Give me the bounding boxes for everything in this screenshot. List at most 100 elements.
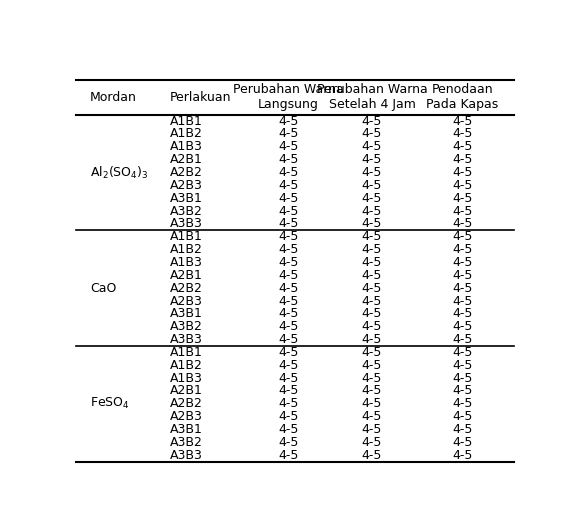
Text: Perubahan Warna
Langsung: Perubahan Warna Langsung: [233, 83, 344, 111]
Text: A3B3: A3B3: [170, 217, 203, 231]
Text: 4-5: 4-5: [362, 410, 382, 423]
Text: A3B2: A3B2: [170, 320, 203, 333]
Text: A2B2: A2B2: [170, 281, 203, 295]
Text: 4-5: 4-5: [362, 230, 382, 243]
Text: 4-5: 4-5: [362, 153, 382, 166]
Text: 4-5: 4-5: [278, 423, 299, 436]
Text: 4-5: 4-5: [278, 449, 299, 462]
Text: 4-5: 4-5: [362, 192, 382, 205]
Text: Perubahan Warna
Setelah 4 Jam: Perubahan Warna Setelah 4 Jam: [317, 83, 427, 111]
Text: 4-5: 4-5: [362, 205, 382, 217]
Text: 4-5: 4-5: [362, 372, 382, 385]
Text: A3B3: A3B3: [170, 449, 203, 462]
Text: A1B3: A1B3: [170, 256, 203, 269]
Text: 4-5: 4-5: [362, 384, 382, 398]
Text: A3B3: A3B3: [170, 333, 203, 346]
Text: 4-5: 4-5: [452, 217, 473, 231]
Text: A3B1: A3B1: [170, 192, 203, 205]
Text: 4-5: 4-5: [278, 217, 299, 231]
Text: 4-5: 4-5: [362, 114, 382, 128]
Text: A2B3: A2B3: [170, 179, 203, 192]
Text: 4-5: 4-5: [278, 153, 299, 166]
Text: 4-5: 4-5: [362, 307, 382, 320]
Text: 4-5: 4-5: [278, 398, 299, 410]
Text: 4-5: 4-5: [452, 436, 473, 449]
Text: 4-5: 4-5: [278, 384, 299, 398]
Text: 4-5: 4-5: [452, 192, 473, 205]
Text: A2B2: A2B2: [170, 166, 203, 179]
Text: 4-5: 4-5: [452, 269, 473, 282]
Text: A3B1: A3B1: [170, 423, 203, 436]
Text: 4-5: 4-5: [452, 281, 473, 295]
Text: A2B1: A2B1: [170, 269, 203, 282]
Text: 4-5: 4-5: [362, 256, 382, 269]
Text: 4-5: 4-5: [362, 346, 382, 359]
Text: A2B3: A2B3: [170, 295, 203, 307]
Text: 4-5: 4-5: [362, 449, 382, 462]
Text: 4-5: 4-5: [278, 230, 299, 243]
Text: 4-5: 4-5: [452, 153, 473, 166]
Text: 4-5: 4-5: [362, 295, 382, 307]
Text: A2B2: A2B2: [170, 398, 203, 410]
Text: A1B1: A1B1: [170, 230, 203, 243]
Text: 4-5: 4-5: [452, 346, 473, 359]
Text: 4-5: 4-5: [278, 179, 299, 192]
Text: 4-5: 4-5: [452, 166, 473, 179]
Text: 4-5: 4-5: [278, 295, 299, 307]
Text: 4-5: 4-5: [452, 384, 473, 398]
Text: A2B1: A2B1: [170, 153, 203, 166]
Text: A1B2: A1B2: [170, 243, 203, 256]
Text: 4-5: 4-5: [452, 179, 473, 192]
Text: 4-5: 4-5: [278, 127, 299, 140]
Text: 4-5: 4-5: [452, 372, 473, 385]
Text: Al$_2$(SO$_4$)$_3$: Al$_2$(SO$_4$)$_3$: [90, 164, 149, 181]
Text: 4-5: 4-5: [278, 192, 299, 205]
Text: 4-5: 4-5: [452, 140, 473, 153]
Text: Mordan: Mordan: [90, 91, 137, 104]
Text: 4-5: 4-5: [452, 230, 473, 243]
Text: A2B3: A2B3: [170, 410, 203, 423]
Text: 4-5: 4-5: [362, 359, 382, 372]
Text: 4-5: 4-5: [362, 243, 382, 256]
Text: 4-5: 4-5: [278, 256, 299, 269]
Text: A1B2: A1B2: [170, 359, 203, 372]
Text: Penodaan
Pada Kapas: Penodaan Pada Kapas: [426, 83, 499, 111]
Text: 4-5: 4-5: [452, 295, 473, 307]
Text: 4-5: 4-5: [452, 243, 473, 256]
Text: 4-5: 4-5: [278, 205, 299, 217]
Text: A3B2: A3B2: [170, 436, 203, 449]
Text: 4-5: 4-5: [362, 281, 382, 295]
Text: 4-5: 4-5: [452, 410, 473, 423]
Text: 4-5: 4-5: [452, 320, 473, 333]
Text: 4-5: 4-5: [452, 127, 473, 140]
Text: 4-5: 4-5: [362, 398, 382, 410]
Text: 4-5: 4-5: [362, 423, 382, 436]
Text: A1B3: A1B3: [170, 372, 203, 385]
Text: 4-5: 4-5: [278, 359, 299, 372]
Text: 4-5: 4-5: [362, 436, 382, 449]
Text: 4-5: 4-5: [452, 256, 473, 269]
Text: A1B3: A1B3: [170, 140, 203, 153]
Text: 4-5: 4-5: [362, 320, 382, 333]
Text: A1B1: A1B1: [170, 114, 203, 128]
Text: 4-5: 4-5: [278, 333, 299, 346]
Text: 4-5: 4-5: [278, 372, 299, 385]
Text: 4-5: 4-5: [362, 166, 382, 179]
Text: 4-5: 4-5: [362, 217, 382, 231]
Text: 4-5: 4-5: [452, 398, 473, 410]
Text: 4-5: 4-5: [452, 449, 473, 462]
Text: A3B1: A3B1: [170, 307, 203, 320]
Text: 4-5: 4-5: [452, 423, 473, 436]
Text: Perlakuan: Perlakuan: [170, 91, 232, 104]
Text: 4-5: 4-5: [278, 307, 299, 320]
Text: A3B2: A3B2: [170, 205, 203, 217]
Text: FeSO$_4$: FeSO$_4$: [90, 396, 130, 411]
Text: 4-5: 4-5: [278, 243, 299, 256]
Text: 4-5: 4-5: [278, 140, 299, 153]
Text: 4-5: 4-5: [362, 127, 382, 140]
Text: 4-5: 4-5: [362, 269, 382, 282]
Text: 4-5: 4-5: [362, 140, 382, 153]
Text: 4-5: 4-5: [278, 281, 299, 295]
Text: 4-5: 4-5: [452, 359, 473, 372]
Text: 4-5: 4-5: [452, 114, 473, 128]
